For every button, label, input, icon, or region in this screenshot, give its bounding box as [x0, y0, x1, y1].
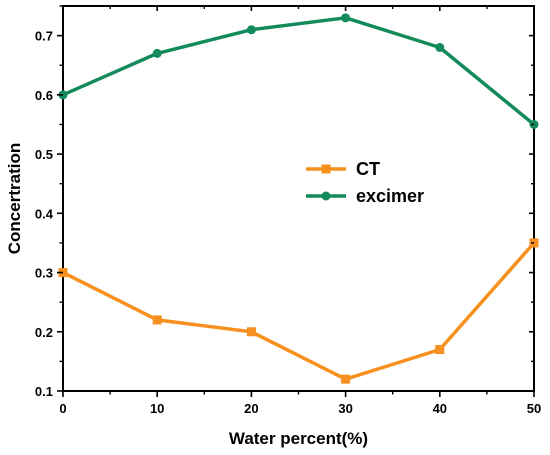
data-point-ct [435, 345, 445, 355]
legend-label-ct: CT [356, 159, 380, 179]
legend-marker-ct [321, 164, 331, 174]
y-tick-label: 0.6 [35, 88, 53, 103]
series-layer [58, 13, 539, 384]
y-tick-label: 0.4 [35, 206, 54, 221]
y-tick-label: 0.7 [35, 29, 53, 44]
legend-marker-excimer [321, 191, 331, 201]
data-point-ct [341, 374, 351, 384]
x-tick-label: 50 [527, 401, 541, 416]
data-point-excimer [152, 48, 162, 58]
series-line-ct [62, 241, 536, 381]
x-tick-label: 10 [150, 401, 164, 416]
axes: 0 10 20 30 40 50 0.1 0.2 0.3 0.4 0.5 0.6 0.7 Water pe… [5, 5, 541, 448]
y-tick-label: 0.5 [35, 147, 53, 162]
x-tick-label: 30 [338, 401, 352, 416]
data-point-excimer [435, 42, 445, 52]
series-line-excimer [62, 16, 536, 126]
legend: CT excimer [306, 159, 424, 206]
y-tick-label: 0.3 [35, 266, 53, 281]
y-tick-label: 0.1 [35, 384, 53, 399]
data-point-excimer [246, 25, 256, 35]
x-axis-label: Water percent(%) [229, 429, 368, 448]
y-tick-label: 0.2 [35, 325, 53, 340]
data-point-ct [152, 315, 162, 325]
x-tick-label: 20 [244, 401, 258, 416]
data-point-excimer [341, 13, 351, 23]
x-tick-label: 40 [433, 401, 447, 416]
legend-label-excimer: excimer [356, 186, 424, 206]
data-point-ct [246, 327, 256, 337]
y-axis-label: Concertration [5, 143, 24, 254]
x-tick-label: 0 [59, 401, 66, 416]
